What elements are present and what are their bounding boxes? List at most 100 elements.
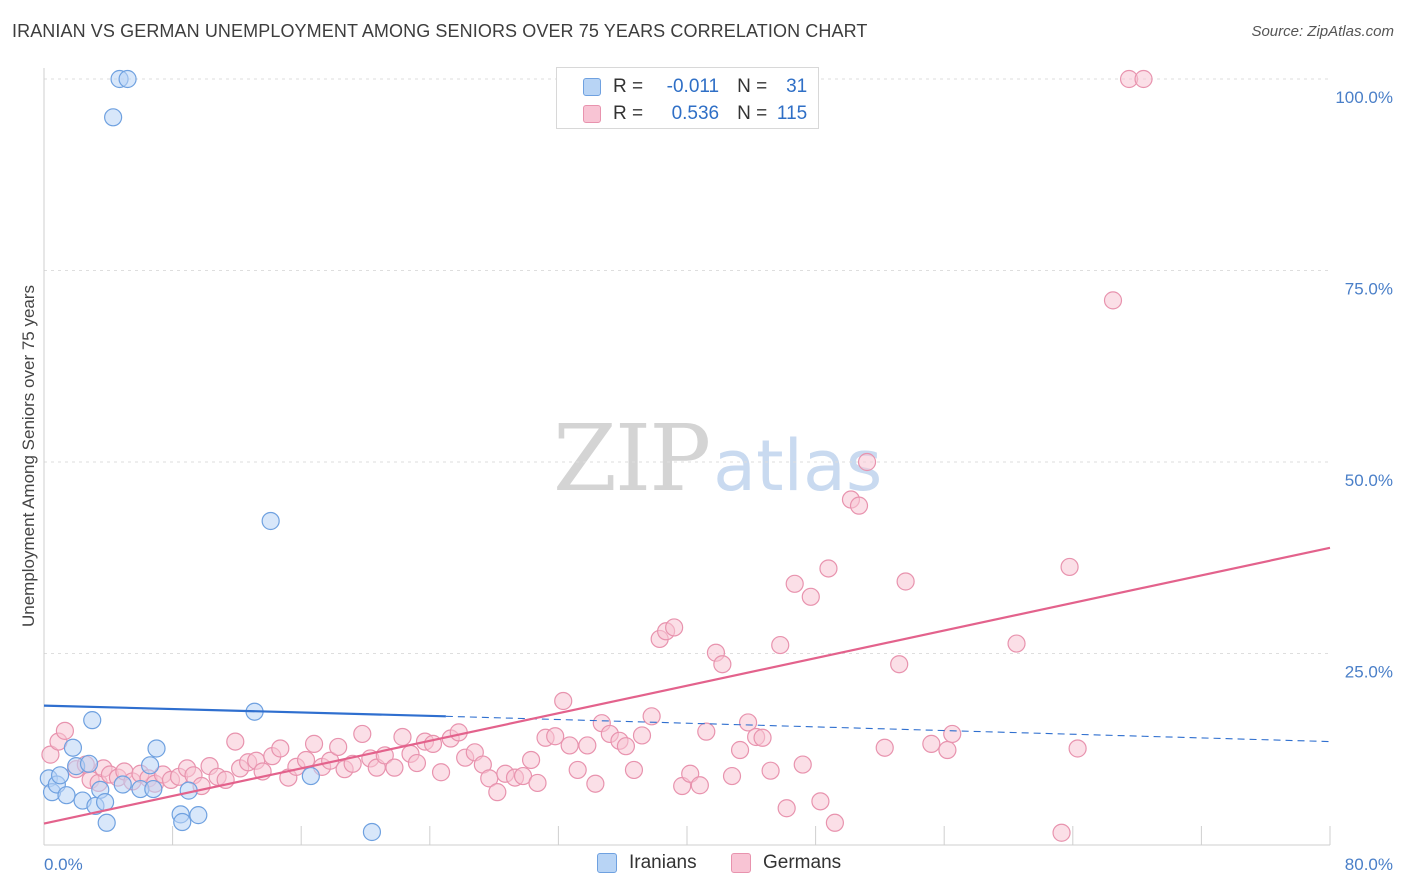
points-layer — [39, 69, 1153, 842]
series-legend-iranians[interactable]: Iranians — [597, 852, 697, 874]
axis-layer — [43, 68, 1331, 846]
point-germans — [811, 792, 830, 811]
point-iranians — [83, 711, 102, 730]
label-layer: Unemployment Among Seniors over 75 years… — [19, 88, 1393, 874]
chart-source: Source: ZipAtlas.com — [1251, 23, 1394, 40]
y-tick-label: 50.0% — [1345, 471, 1393, 490]
legend-r-value-germans: 0.536 — [671, 103, 720, 124]
point-iranians — [173, 812, 192, 832]
grid-layer — [44, 78, 1330, 654]
point-germans — [271, 739, 290, 758]
point-germans — [825, 813, 844, 832]
point-germans — [616, 737, 636, 756]
point-iranians — [118, 69, 137, 89]
point-germans — [554, 691, 573, 711]
point-germans — [761, 761, 780, 780]
point-germans — [777, 799, 796, 818]
point-germans — [1052, 823, 1071, 842]
y-tick-label: 100.0% — [1335, 88, 1393, 107]
legend-r-label: R = — [613, 76, 644, 97]
series-legend-germans[interactable]: Germans — [731, 852, 841, 874]
point-germans — [546, 727, 565, 746]
series-label-germans: Germans — [763, 852, 842, 873]
point-germans — [513, 766, 533, 786]
legend-n-label: N = — [737, 103, 768, 124]
point-germans — [1068, 739, 1087, 758]
point-germans — [697, 722, 716, 741]
point-iranians — [301, 766, 320, 786]
point-germans — [578, 736, 597, 755]
point-germans — [385, 758, 404, 777]
point-germans — [819, 559, 838, 578]
x-tick-label: 80.0% — [1345, 855, 1393, 874]
point-germans — [41, 745, 60, 764]
point-iranians — [144, 779, 163, 799]
legend-row-iranians: R = -0.011 N = 31 — [583, 74, 807, 100]
point-iranians — [79, 754, 99, 773]
point-germans — [226, 732, 245, 751]
point-germans — [722, 766, 742, 786]
stats-legend: R = -0.011 N = 31 R = 0.536 N = 115 — [556, 67, 819, 129]
point-germans — [1060, 557, 1079, 577]
trendline-iranians — [43, 704, 446, 718]
point-germans — [528, 773, 547, 793]
series-legend: Iranians Germans — [0, 852, 1406, 878]
point-iranians — [362, 822, 382, 842]
series-label-iranians: Iranians — [629, 852, 697, 873]
legend-swatch-germans — [583, 105, 601, 123]
trendline-extension-iranians — [445, 715, 1331, 743]
point-germans — [771, 635, 790, 655]
point-iranians — [261, 511, 280, 531]
point-iranians — [57, 786, 76, 805]
legend-row-germans: R = 0.536 N = 115 — [583, 101, 807, 127]
point-germans — [738, 713, 758, 732]
point-germans — [938, 740, 957, 760]
point-germans — [753, 728, 772, 747]
point-iranians — [50, 766, 70, 785]
point-germans — [304, 734, 324, 753]
y-tick-label: 75.0% — [1345, 280, 1393, 299]
point-germans — [785, 574, 804, 593]
trend-layer — [43, 546, 1331, 825]
point-germans — [488, 783, 507, 802]
point-germans — [690, 776, 709, 795]
trendline-germans — [43, 546, 1331, 825]
y-axis-label: Unemployment Among Seniors over 75 years — [19, 285, 38, 627]
point-iranians — [113, 775, 132, 794]
point-germans — [1103, 291, 1123, 310]
point-iranians — [189, 806, 208, 825]
point-germans — [922, 734, 941, 753]
point-germans — [730, 740, 750, 760]
point-germans — [343, 754, 362, 773]
point-germans — [55, 721, 74, 740]
legend-n-label: N = — [737, 76, 768, 97]
point-germans — [642, 707, 661, 726]
point-germans — [875, 738, 894, 757]
series-swatch-germans — [731, 853, 751, 873]
point-iranians — [97, 813, 116, 832]
legend-swatch-iranians — [583, 78, 601, 96]
point-germans — [624, 760, 644, 780]
point-iranians — [140, 756, 160, 775]
point-iranians — [63, 738, 83, 757]
point-germans — [560, 736, 579, 755]
point-germans — [431, 763, 451, 782]
point-germans — [713, 655, 732, 674]
legend-r-label: R = — [613, 103, 644, 124]
point-germans — [665, 618, 684, 637]
legend-n-value-germans: 115 — [776, 103, 808, 124]
point-germans — [943, 724, 962, 744]
legend-r-value-iranians: -0.011 — [666, 76, 720, 97]
point-germans — [393, 727, 412, 747]
point-germans — [896, 572, 915, 591]
point-germans — [329, 737, 348, 757]
point-iranians — [147, 739, 166, 758]
x-tick-label: 0.0% — [44, 855, 83, 874]
chart-title: IRANIAN VS GERMAN UNEMPLOYMENT AMONG SEN… — [12, 21, 868, 41]
point-germans — [857, 452, 877, 472]
point-germans — [801, 587, 820, 606]
point-iranians — [104, 108, 123, 127]
series-swatch-iranians — [597, 853, 617, 873]
point-germans — [353, 724, 372, 744]
